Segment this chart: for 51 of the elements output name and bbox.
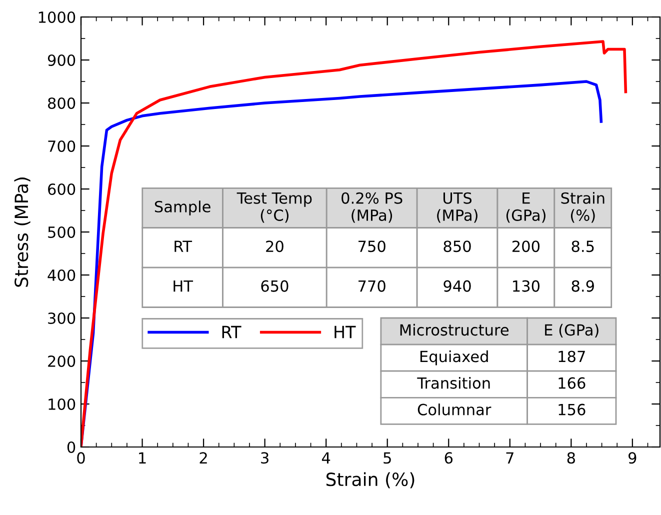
y-tick-label: 500: [48, 226, 76, 238]
annotation: Microstructure: [400, 324, 509, 336]
legend-label: HT: [334, 326, 356, 338]
annotation: 20: [266, 240, 284, 252]
x-tick-label: 1: [139, 452, 146, 464]
annotation: 850: [444, 240, 471, 252]
annotation: Transition: [417, 376, 490, 389]
y-tick-label: 100: [48, 398, 76, 410]
annotation: Columnar: [418, 404, 492, 416]
annotation: 8.5: [572, 240, 594, 252]
annotation: Equiaxed: [420, 350, 488, 366]
annotation: 166: [558, 377, 586, 389]
y-axis-title: Stress (MPa): [14, 178, 30, 287]
annotation: HT: [174, 280, 194, 292]
annotation: 200: [512, 240, 540, 252]
y-tick-label: 400: [48, 269, 76, 282]
annotation: Sample: [154, 200, 210, 216]
y-tick-label: 800: [48, 97, 76, 110]
annotation: 750: [358, 240, 386, 252]
annotation: UTS (MPa): [437, 192, 478, 223]
annotation: 8.9: [572, 280, 594, 292]
annotation: 0.2% PS (MPa): [342, 192, 402, 223]
x-tick-label: 3: [261, 452, 268, 464]
annotation: Test Temp (°C): [236, 192, 312, 223]
x-axis-title: Strain (%): [326, 472, 414, 488]
x-tick-label: 8: [567, 452, 575, 464]
y-tick-label: 900: [48, 54, 76, 66]
annotation: 156: [558, 404, 586, 416]
y-tick-label: 700: [48, 140, 76, 152]
annotation: 650: [261, 280, 288, 292]
annotation: E (GPa): [545, 324, 598, 338]
y-tick-label: 200: [48, 355, 76, 368]
annotation: 940: [444, 280, 471, 292]
x-tick-label: 9: [628, 452, 636, 464]
x-tick-label: 4: [322, 452, 330, 464]
y-tick-label: 1000: [38, 11, 76, 24]
annotation: Strain (%): [561, 192, 604, 223]
x-tick-label: 6: [444, 452, 453, 464]
annotation: E (GPa): [506, 192, 546, 223]
y-tick-label: 0: [67, 441, 76, 454]
annotation: 770: [358, 280, 386, 292]
x-tick-label: 2: [200, 452, 207, 464]
y-tick-label: 300: [48, 312, 76, 324]
x-tick-label: 7: [506, 452, 514, 464]
x-tick-label: 5: [384, 452, 391, 464]
annotation: 130: [513, 280, 540, 292]
y-tick-label: 600: [48, 183, 76, 196]
x-tick-label: 0: [77, 452, 85, 464]
annotation: 187: [558, 350, 585, 362]
legend-label: RT: [222, 326, 242, 338]
annotation: RT: [174, 240, 192, 252]
